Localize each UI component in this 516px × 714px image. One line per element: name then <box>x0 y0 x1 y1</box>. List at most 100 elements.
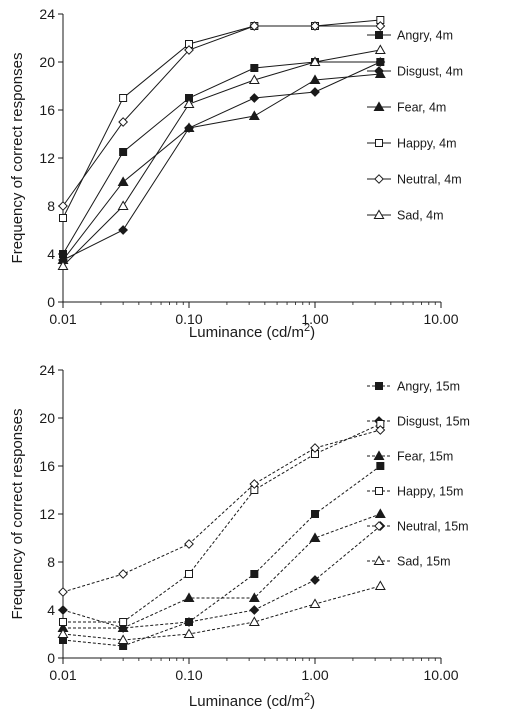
data-point <box>375 57 386 67</box>
legend-label: Disgust, 4m <box>397 65 463 79</box>
x-tick-label: 1.00 <box>301 667 328 683</box>
data-point <box>119 618 128 626</box>
legend-label: Happy, 4m <box>397 137 457 151</box>
data-point <box>374 68 386 78</box>
data-point <box>58 201 68 211</box>
y-tick-label: 16 <box>39 102 55 118</box>
legend-label: Neutral, 4m <box>397 173 462 187</box>
x-axis-title-close: ) <box>310 693 315 710</box>
y-tick-label: 4 <box>47 246 55 262</box>
data-point <box>184 45 194 55</box>
x-tick-label: 0.10 <box>175 311 202 327</box>
data-point <box>117 176 129 186</box>
y-tick-label: 16 <box>39 458 55 474</box>
legend-item: Happy, 15m <box>367 485 463 499</box>
data-point <box>117 200 129 210</box>
chart-panel-2: 0 4 8 12 16 20 24 0.01 0.10 1.00 10.00 Luminance (c… <box>9 362 470 710</box>
y-tick-label: 24 <box>39 362 55 378</box>
chart-panel-1: 0 4 8 12 16 20 24 0.01 0.10 1.00 10.00 Luminance (c… <box>9 6 463 341</box>
data-point <box>310 443 320 453</box>
data-point <box>249 479 260 489</box>
legend-item: Fear, 4m <box>367 101 446 115</box>
data-point <box>59 618 67 626</box>
y-tick-label: 20 <box>39 410 55 426</box>
y-tick-label: 8 <box>47 198 55 214</box>
legend-marker <box>374 521 384 531</box>
legend-item: Neutral, 4m <box>367 173 462 187</box>
data-point <box>184 539 194 549</box>
data-point <box>249 21 260 31</box>
data-point <box>119 94 128 102</box>
legend-label: Sad, 15m <box>397 555 451 569</box>
data-point <box>59 214 67 222</box>
x-tick-label: 10.00 <box>423 667 458 683</box>
data-point <box>183 98 195 108</box>
data-point <box>375 425 386 435</box>
data-point <box>309 74 321 84</box>
series-line <box>62 465 381 647</box>
series-line <box>62 525 381 629</box>
legend-marker <box>373 555 385 565</box>
data-point <box>117 634 129 644</box>
x-axis-title-superscript: 2 <box>304 322 310 334</box>
legend-item: Sad, 4m <box>367 209 444 223</box>
series-3 <box>57 508 386 632</box>
x-axis-title: Luminance (cd/m2) <box>189 691 315 710</box>
y-axis-title: Frequency of correct responses <box>9 409 26 620</box>
x-axis-title-superscript: 2 <box>304 691 310 703</box>
series-line <box>62 73 381 261</box>
data-point <box>248 110 260 120</box>
data-point <box>310 575 320 585</box>
series-2 <box>58 521 386 633</box>
legend-marker <box>375 487 383 495</box>
y-tick-label: 0 <box>47 650 55 666</box>
x-axis-title: Luminance (cd/m2) <box>189 322 315 341</box>
legend-label: Neutral, 15m <box>397 520 469 534</box>
y-tick-label: 4 <box>47 602 55 618</box>
series-line <box>62 61 381 255</box>
data-point <box>374 580 386 590</box>
y-tick-label: 12 <box>39 150 55 166</box>
data-point <box>249 605 260 615</box>
data-point <box>374 44 386 54</box>
y-axis-title: Frequency of correct responses <box>9 53 26 264</box>
series-1 <box>59 462 385 650</box>
legend-label: Disgust, 15m <box>397 415 470 429</box>
series-2 <box>58 57 386 265</box>
data-point <box>310 21 320 31</box>
legend-item: Angry, 15m <box>367 380 460 394</box>
data-point <box>58 605 68 615</box>
data-point <box>58 587 68 597</box>
legend-item: Happy, 4m <box>367 137 457 151</box>
data-point <box>250 64 259 72</box>
data-point <box>183 122 195 132</box>
y-tick-label: 24 <box>39 6 55 22</box>
data-point <box>310 87 320 97</box>
legend-marker <box>373 450 385 460</box>
legend-item: Sad, 15m <box>367 555 451 569</box>
series-line <box>62 49 381 267</box>
legend-marker <box>375 31 383 39</box>
y-tick-label: 12 <box>39 506 55 522</box>
x-tick-label: 0.01 <box>49 667 76 683</box>
data-point <box>183 628 195 638</box>
data-point <box>185 570 193 578</box>
series-1 <box>59 58 385 258</box>
legend-label: Fear, 4m <box>397 101 446 115</box>
legend-marker <box>375 139 383 147</box>
data-point <box>248 616 260 626</box>
data-point <box>57 260 69 270</box>
x-axis-title-close: ) <box>310 324 315 341</box>
x-axis-title-text: Luminance (cd/m <box>189 693 304 710</box>
series-3 <box>57 68 386 264</box>
series-line <box>62 429 381 593</box>
y-tick-label: 0 <box>47 294 55 310</box>
data-point <box>250 570 259 578</box>
series-6 <box>57 44 386 270</box>
x-tick-label: 1.00 <box>301 311 328 327</box>
data-point <box>248 592 260 602</box>
x-tick-label: 0.01 <box>49 311 76 327</box>
data-point <box>118 117 129 127</box>
series-4 <box>59 420 385 626</box>
